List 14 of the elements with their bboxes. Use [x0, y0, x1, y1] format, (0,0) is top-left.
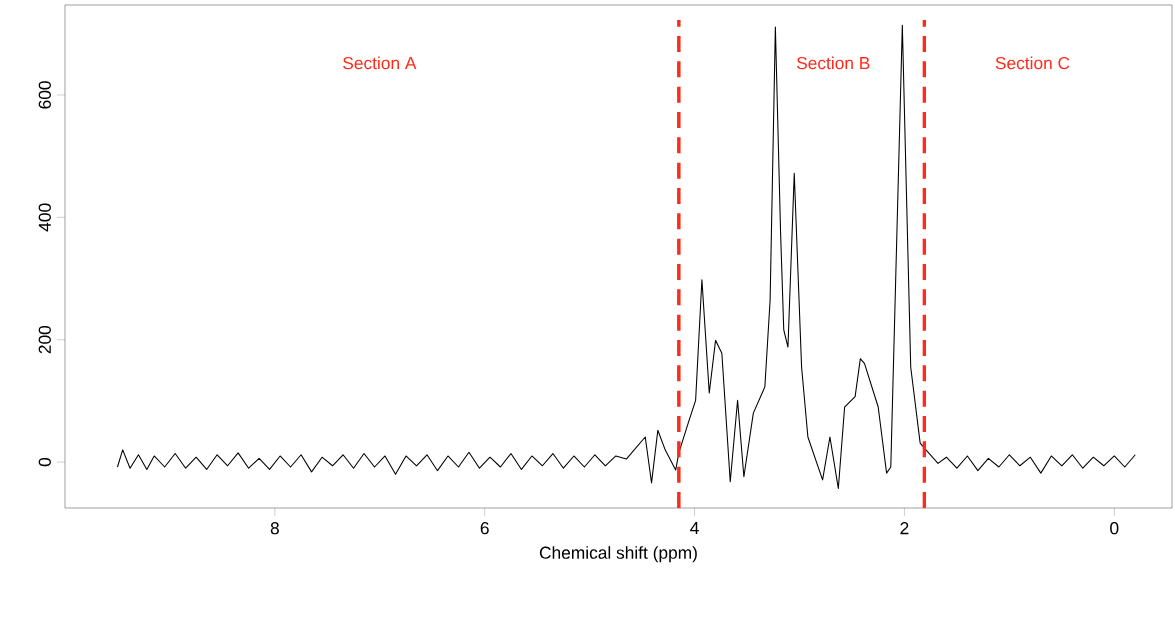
line-series — [116, 24, 1136, 489]
y-tick-label: 400 — [38, 203, 51, 232]
y-tick-label: 600 — [38, 81, 51, 109]
x-tick-label: 2 — [900, 522, 909, 535]
annotation: Section A — [343, 56, 417, 70]
x-tick-label: 4 — [690, 522, 699, 534]
y-tick-label: 0 — [38, 457, 51, 467]
x-tick-label: 8 — [270, 522, 279, 535]
annotation: Section B — [796, 56, 870, 70]
annotation: Section C — [995, 56, 1070, 70]
x-tick-label: 6 — [480, 522, 489, 535]
y-tick-label: 200 — [38, 325, 51, 354]
x-axis-title: Chemical shift (ppm) — [539, 546, 697, 563]
x-tick-label: 0 — [1110, 522, 1119, 535]
